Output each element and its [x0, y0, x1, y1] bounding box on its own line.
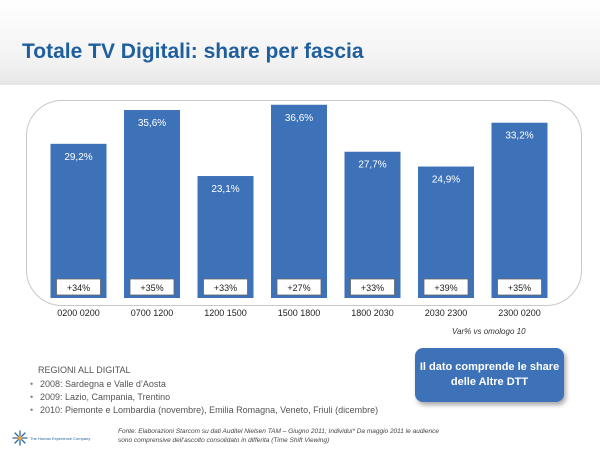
x-tick-label: 1200 1500 [204, 308, 247, 318]
x-tick-label: 2030 2300 [425, 308, 468, 318]
bar-value-label: 27,7% [358, 160, 386, 171]
regions-list: REGIONI ALL DIGITAL • 2008: Sardegna e Va… [30, 365, 378, 417]
bar [271, 104, 327, 298]
change-box [56, 278, 101, 296]
change-box [423, 278, 469, 296]
regions-items: • 2008: Sardegna e Valle d’Aosta • 2009: L… [30, 378, 378, 417]
regions-title: REGIONI ALL DIGITAL [38, 365, 131, 375]
bar [491, 122, 548, 298]
bullet-icon: • [30, 405, 34, 415]
region-item: • 2009: Lazio, Campania, Trentino [30, 391, 378, 404]
region-item-text: 2008: Sardegna e Valle d’Aosta [40, 379, 166, 389]
change-label: +27% [287, 283, 310, 293]
source-note: Fonte: Elaborazioni Starcom su dati Audi… [118, 427, 498, 445]
bar [197, 176, 254, 298]
change-label: +33% [214, 283, 237, 293]
bar [344, 151, 401, 298]
bar [418, 166, 474, 298]
change-label: +35% [140, 283, 163, 293]
region-item: • 2008: Sardegna e Valle d’Aosta [30, 378, 378, 391]
source-line-1: Fonte: Elaborazioni Starcom su dati Audi… [118, 428, 439, 435]
bullet-icon: • [30, 392, 34, 402]
x-tick-label: 1800 2030 [351, 308, 394, 318]
change-box [497, 278, 542, 296]
bar [124, 110, 180, 298]
bar-value-label: 23,1% [211, 184, 239, 195]
company-logo-icon [12, 430, 28, 446]
bullet-icon: • [30, 379, 34, 389]
bar-value-label: 29,2% [64, 152, 92, 163]
x-tick-label: 2300 0200 [498, 308, 541, 318]
page-title: Totale TV Digitali: share per fascia [22, 40, 364, 63]
change-box [350, 278, 395, 296]
change-box [129, 278, 175, 296]
x-tick-label: 0200 0200 [57, 308, 100, 318]
change-label: +39% [434, 283, 457, 293]
bar-value-label: 35,6% [138, 118, 166, 129]
x-tick-label: 1500 1800 [278, 308, 321, 318]
change-box [276, 278, 322, 296]
change-label: +35% [508, 283, 531, 293]
source-line-2: sono comprensive dell’ascolto consolidat… [118, 437, 330, 444]
title-bar: Totale TV Digitali: share per fascia [0, 0, 600, 85]
x-tick-label: 0700 1200 [131, 308, 174, 318]
region-item: • 2010: Piemonte e Lombardia (novembre), … [30, 404, 378, 417]
change-label: +33% [361, 283, 384, 293]
region-item-text: 2010: Piemonte e Lombardia (novembre), E… [40, 405, 379, 415]
bar-value-label: 24,9% [432, 175, 460, 186]
logo-text: The Human Experience Company [30, 436, 91, 441]
callout-text: Il dato comprende le share delle Altre D… [419, 361, 560, 388]
change-box [203, 278, 248, 296]
share-bar-chart: 29,2% +34% 0200 0200 35,6% +35% 0700 1200 23,1… [50, 104, 548, 318]
region-item-text: 2009: Lazio, Campania, Trentino [40, 392, 171, 402]
bar [50, 143, 107, 298]
bar-value-label: 33,2% [505, 131, 533, 142]
change-note: Var% vs omologo 10 [452, 327, 526, 336]
change-label: +34% [67, 283, 90, 293]
bar-value-label: 36,6% [285, 113, 313, 124]
callout-box: Il dato comprende le share delle Altre D… [415, 348, 564, 402]
